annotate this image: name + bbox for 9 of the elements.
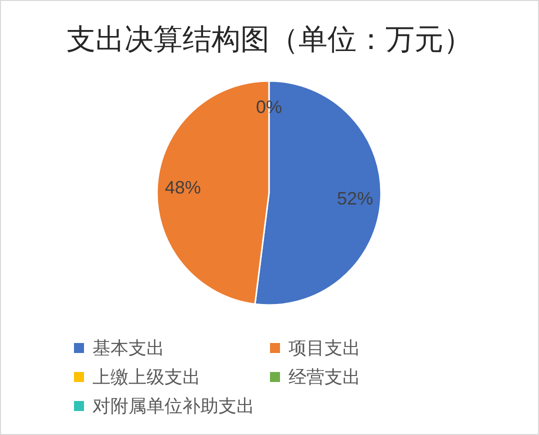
data-label: 52% — [337, 188, 374, 208]
data-label: 48% — [164, 178, 201, 198]
legend-label: 项目支出 — [288, 337, 360, 360]
text: 0% — [256, 96, 282, 117]
legend-label: 上缴上级支出 — [92, 366, 200, 389]
chart-title: 支出决算结构图（单位：万元） — [66, 23, 474, 58]
legend-label: 基本支出 — [92, 337, 164, 360]
legend-label: 对附属单位补助支出 — [92, 395, 254, 418]
legend-label: 经营支出 — [288, 366, 360, 389]
